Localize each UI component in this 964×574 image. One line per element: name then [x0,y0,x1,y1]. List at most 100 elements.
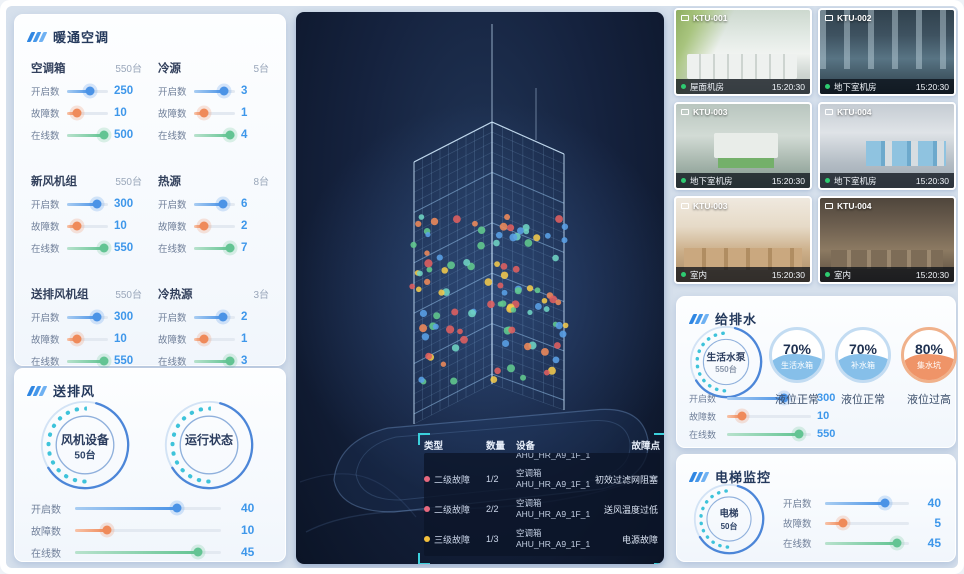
tank-name: 生活水箱 [781,361,813,370]
camera-id: KTU-001 [693,13,728,23]
device-cell: 空调箱 AHU_HR_A9_1F_1 [516,467,591,489]
elevator-metrics: 开启数 40 故障数 5 在线数 45 [783,493,941,553]
metric-row: 开启数 40 [31,497,271,519]
column-header: 数量 [486,441,506,452]
progress-online [67,243,109,253]
metric-fault: 故障数 10 [31,328,142,350]
fault-row[interactable]: 二级故障 1/2 空调箱 AHU_HR_A9_1F_1 初效过滤网阻塞 [424,464,660,494]
progress-open [67,199,108,209]
camera-id-row: KTU-004 [825,201,871,211]
slashes-icon [26,31,48,42]
metric-label: 故障数 [158,222,187,233]
metric-value: 300 [114,198,134,210]
camera-id-row: KTU-001 [681,13,727,23]
camera-id-row: KTU-003 [681,201,727,211]
group-name: 空调箱 [31,63,66,75]
metric-label: 在线数 [31,131,60,142]
group-count: 550台 [115,64,142,75]
panel-fan: 送排风 风机设备 50台 [14,368,286,562]
camera-tile[interactable]: KTU-002 地下室机房 15:20:30 [818,8,956,96]
severity-cell: 三级故障 [424,533,486,546]
metric-label: 开启数 [31,504,61,516]
hvac-group: 冷热源 3台 开启数 2 故障数 1 在线数 [158,286,269,372]
progress-bar [825,498,909,508]
metric-label: 在线数 [158,357,187,368]
metric-value: 2 [241,311,248,323]
metric-open: 开启数 6 [158,193,269,215]
metric-label: 故障数 [158,335,187,346]
slashes-icon [688,313,710,324]
camera-id: KTU-003 [693,107,728,117]
metric-open: 开启数 300 [31,306,142,328]
metric-value: 45 [927,536,941,550]
metric-value: 6 [241,198,248,210]
metric-label: 开启数 [783,499,812,510]
metric-label: 故障数 [31,109,60,120]
metric-value: 10 [241,523,255,537]
live-dot-icon [825,84,830,89]
metric-value: 45 [241,545,255,559]
camera-timestamp: 15:20:30 [915,269,949,280]
fault-row[interactable]: 三级故障 1/3 空调箱 AHU_HR_A9_1F_1 电源故障 [424,524,660,554]
camera-location: 地下室机房 [690,175,733,186]
camera-id: KTU-004 [837,107,872,117]
group-name: 送排风机组 [31,289,89,301]
metric-label: 故障数 [31,222,60,233]
column-header: 类型 [424,441,444,452]
camera-tile[interactable]: KTU-003 室内 15:20:30 [674,196,812,284]
metric-row: 开启数 40 [783,493,941,513]
metric-label: 故障数 [31,526,61,538]
progress-fault [194,221,235,231]
metric-online: 在线数 3 [158,350,269,372]
gauge-count: 50台 [74,448,95,461]
qty-cell: 2/2 [486,504,499,514]
camera-id: KTU-004 [837,201,872,211]
camera-tile[interactable]: KTU-001 屋面机房 15:20:30 [674,8,812,96]
bracket-icon [654,553,664,564]
group-count: 550台 [115,290,142,301]
camera-id: KTU-002 [837,13,872,23]
building-3d-view[interactable]: 类型 数量 设备 故障点 AHU_HR_A9_1F_1 二级 [296,12,664,564]
camera-status-bar: 地下室机房 15:20:30 [820,173,954,188]
fault-table-body: AHU_HR_A9_1F_1 二级故障 1/2 空调箱 AHU_HR_A9_1F… [424,453,660,556]
camera-tile[interactable]: KTU-004 室内 15:20:30 [818,196,956,284]
slashes-icon [26,385,48,396]
fault-row[interactable]: 二级故障 2/2 空调箱 AHU_HR_A9_1F_1 送风温度过低 [424,494,660,524]
tank-gauge: 70% 生活水箱 液位正常 [769,327,825,407]
metric-label: 在线数 [158,244,187,255]
group-name: 热源 [158,176,181,188]
camera-timestamp: 15:20:30 [771,175,805,186]
camera-icon [825,15,833,21]
fault-cell: 初效过滤网阻塞 [594,474,658,485]
group-header: 新风机组 550台 [31,173,142,189]
camera-tile[interactable]: KTU-003 地下室机房 15:20:30 [674,102,812,190]
progress-bar [75,547,221,557]
camera-location: 屋面机房 [690,81,725,92]
metric-value: 4 [241,129,248,141]
metric-label: 在线数 [31,244,60,255]
group-header: 空调箱 550台 [31,60,142,76]
tank-status: 液位过高 [907,394,951,406]
metric-online: 在线数 550 [31,350,142,372]
progress-online [67,356,109,366]
wave-icon [904,354,954,380]
metric-value: 10 [114,107,127,119]
metric-value: 3 [241,85,248,97]
progress-fault [194,108,235,118]
metric-label: 在线数 [31,548,61,560]
dashboard-canvas: 暖通空调 空调箱 550台 开启数 250 故障数 [6,6,958,568]
hvac-group: 热源 8台 开启数 6 故障数 2 在线数 [158,173,269,259]
metric-value: 500 [114,129,134,141]
camera-tile[interactable]: KTU-004 地下室机房 15:20:30 [818,102,956,190]
device-cell: 空调箱 AHU_HR_A9_1F_1 [516,527,591,549]
camera-status-bar: 地下室机房 15:20:30 [676,173,810,188]
camera-location: 室内 [690,269,708,280]
progress-bar [75,503,221,513]
bracket-icon [418,553,430,564]
metric-fault: 故障数 10 [31,215,142,237]
progress-open [194,199,235,209]
progress-fault [67,221,108,231]
metric-open: 开启数 2 [158,306,269,328]
camera-icon [681,203,689,209]
